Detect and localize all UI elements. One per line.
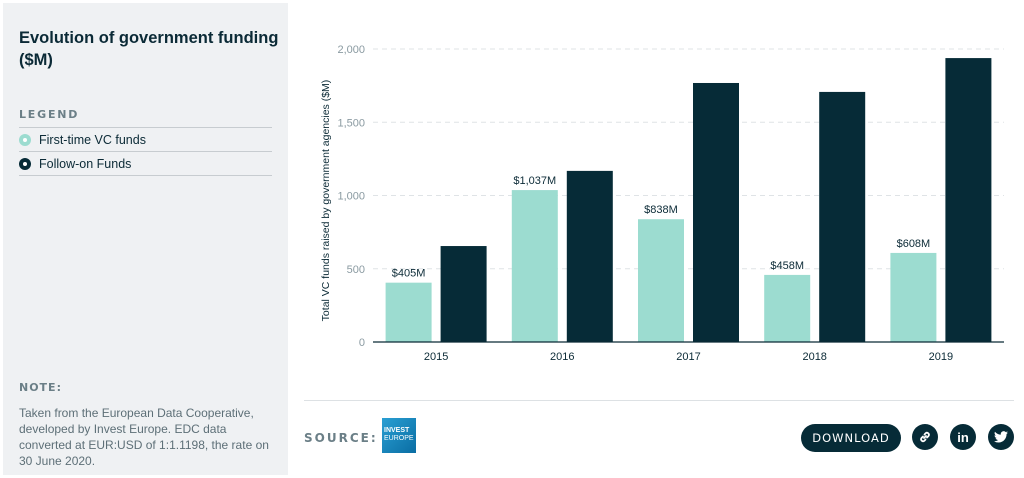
y-tick-label: 1,000: [337, 191, 365, 203]
bar-first-time: [385, 282, 432, 342]
source-label: SOURCE:: [304, 431, 378, 445]
data-label: $838M: [644, 204, 678, 216]
linkedin-icon[interactable]: in: [950, 424, 976, 450]
legend-label: First-time VC funds: [39, 132, 146, 147]
divider: [304, 400, 1014, 401]
bar-follow-on: [566, 170, 613, 342]
legend-dot-icon: [19, 157, 31, 170]
legend-label: Follow-on Funds: [39, 156, 132, 171]
data-label: $405M: [392, 268, 426, 280]
bar-follow-on: [440, 246, 487, 342]
bar-first-time: [890, 252, 937, 342]
note-label: NOTE:: [19, 381, 62, 394]
invest-europe-logo: INVEST EUROPE: [382, 418, 416, 453]
twitter-icon[interactable]: [988, 424, 1014, 450]
legend-title: LEGEND: [19, 108, 272, 128]
bar-follow-on: [693, 82, 739, 342]
legend-item-follow-on[interactable]: Follow-on Funds: [19, 152, 272, 176]
y-tick-label: 0: [359, 337, 365, 349]
download-button[interactable]: DOWNLOAD: [801, 424, 901, 452]
sidebar: Evolution of government funding ($M) LEG…: [3, 3, 288, 475]
bar-first-time: [638, 219, 684, 342]
y-tick-label: 1,500: [337, 117, 365, 129]
x-tick-label: 2016: [550, 351, 574, 363]
data-label: $1,037M: [513, 175, 556, 187]
y-axis-title: Total VC funds raised by government agen…: [320, 80, 332, 322]
x-tick-label: 2015: [424, 351, 448, 363]
chart-title: Evolution of government funding ($M): [19, 29, 279, 69]
bar-follow-on: [945, 58, 992, 342]
bar-chart: 0 500 1,000 1,500 2,000 Total VC funds raised…: [320, 44, 1004, 363]
bar-first-time: [511, 190, 558, 342]
x-tick-label: 2019: [929, 351, 953, 363]
note-text: Taken from the European Data Cooperative…: [19, 406, 269, 468]
x-tick-label: 2017: [676, 351, 700, 363]
legend-dot-icon: [19, 133, 31, 146]
bar-first-time: [764, 274, 811, 342]
data-label: $458M: [770, 260, 804, 272]
link-icon[interactable]: [912, 424, 938, 450]
y-tick-label: 500: [347, 264, 365, 276]
y-tick-label: 2,000: [337, 44, 365, 56]
legend-item-first-time[interactable]: First-time VC funds: [19, 128, 272, 152]
bar-follow-on: [819, 91, 866, 342]
data-label: $608M: [897, 238, 931, 250]
x-tick-label: 2018: [802, 351, 826, 363]
